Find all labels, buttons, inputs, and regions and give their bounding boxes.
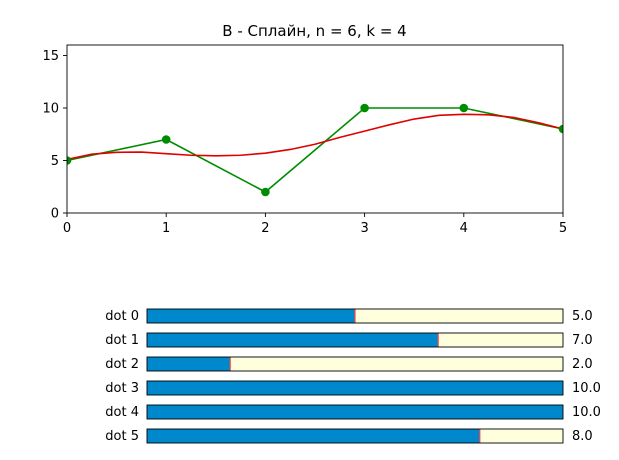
y-tick-label-3: 15 xyxy=(42,49,59,64)
plot-area xyxy=(67,103,563,197)
bar-fill-1 xyxy=(147,333,439,347)
bar-frame-1 xyxy=(146,332,564,348)
bar-frame-5 xyxy=(146,428,564,444)
bar-track-2 xyxy=(147,357,563,371)
x-tick-label-5: 5 xyxy=(559,221,567,236)
bar-category-label-0: dot 0 xyxy=(105,309,139,324)
bar-value-label-4: 10.0 xyxy=(572,405,601,420)
bar-value-label-5: 8.0 xyxy=(572,429,593,444)
bar-fill-3 xyxy=(147,381,563,395)
bar-category-label-2: dot 2 xyxy=(105,357,139,372)
bar-category-label-4: dot 4 xyxy=(105,405,139,420)
control-point-2 xyxy=(261,187,270,197)
x-tick-label-1: 1 xyxy=(162,221,170,236)
x-tick-label-4: 4 xyxy=(460,221,468,236)
line-chart: 0 1 2 3 4 5 0 5 10 15 xyxy=(42,44,567,236)
bar-fill-0 xyxy=(147,309,355,323)
bar-value-label-0: 5.0 xyxy=(572,309,593,324)
bar-category-label-1: dot 1 xyxy=(105,333,139,348)
control-point-4 xyxy=(459,103,469,113)
control-point-0 xyxy=(67,156,72,165)
x-tick-label-3: 3 xyxy=(360,221,368,236)
plot-frame xyxy=(66,44,564,214)
bar-category-label-3: dot 3 xyxy=(105,381,139,396)
x-tick-label-0: 0 xyxy=(63,221,71,236)
bar-chart: dot 0 5.0 dot 1 7.0 dot 2 2.0 dot 3 10.0 dot 4 10… xyxy=(105,308,601,444)
y-tick-label-1: 5 xyxy=(51,154,59,169)
bar-value-label-2: 2.0 xyxy=(572,357,593,372)
line-chart-title: B - Сплайн, n = 6, k = 4 xyxy=(222,22,406,40)
bar-category-label-5: dot 5 xyxy=(105,429,139,444)
x-tick-label-2: 2 xyxy=(261,221,269,236)
control-polygon-line xyxy=(67,107,563,193)
y-tick-label-0: 0 xyxy=(51,207,59,222)
bar-fill-5 xyxy=(147,429,480,443)
bar-frame-3 xyxy=(146,380,564,396)
bar-value-label-3: 10.0 xyxy=(572,381,601,396)
control-point-1 xyxy=(161,135,171,144)
control-point-5 xyxy=(558,124,563,134)
bar-value-label-1: 7.0 xyxy=(572,333,593,348)
control-point-3 xyxy=(360,103,369,113)
bar-frame-0 xyxy=(146,308,564,324)
bar-frame-4 xyxy=(146,404,564,420)
spline-line xyxy=(67,113,563,161)
bar-frame-2 xyxy=(146,356,564,372)
y-tick-label-2: 10 xyxy=(42,102,59,117)
bar-fill-2 xyxy=(147,357,231,371)
bar-fill-4 xyxy=(147,405,563,419)
